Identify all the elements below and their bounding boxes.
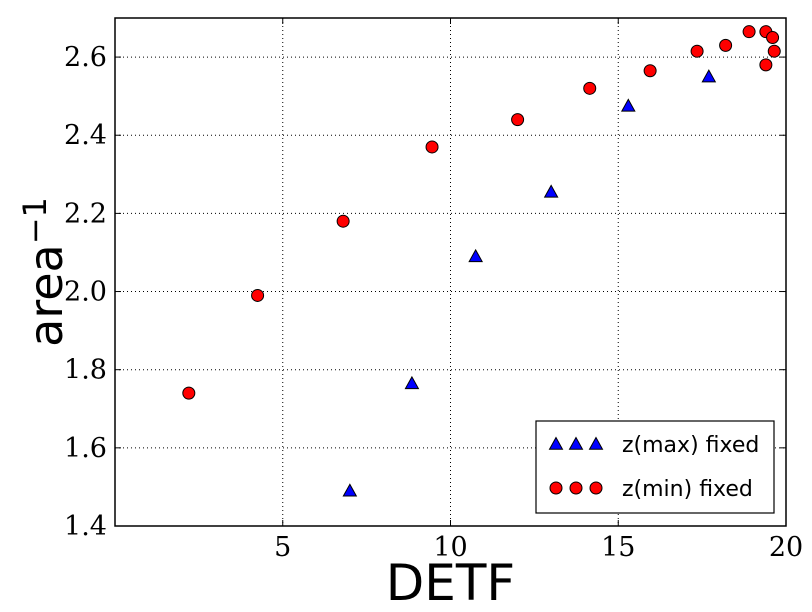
data-point-circle (251, 288, 265, 302)
legend-entry-circle: z(min) fixed (549, 477, 753, 502)
x-tick-label: 20 (769, 532, 803, 563)
legend-entry-triangle: z(max) fixed (548, 433, 759, 458)
legend-marker-circle (569, 481, 583, 495)
y-axis-label-exponent: −1 (16, 197, 54, 244)
data-point-circle (766, 31, 780, 45)
y-tick-label: 2.4 (64, 120, 107, 151)
data-point-circle (643, 64, 657, 78)
x-axis-label: DETF (386, 554, 515, 612)
y-tick-label: 2.2 (64, 198, 107, 229)
data-point-triangle (701, 69, 717, 83)
y-tick-label: 2.6 (64, 42, 107, 73)
data-point-circle (182, 386, 196, 400)
x-tick-label: 15 (601, 532, 635, 563)
x-tick-label: 5 (274, 532, 291, 563)
data-point-circle (719, 38, 733, 52)
axis-ticks: 5 10 15 20 1.4 1.6 1.8 2.0 2.2 2.4 2.6 (64, 18, 803, 563)
legend: z(max) fixed z(min) fixed (535, 420, 775, 514)
legend-marker-triangle (548, 436, 564, 450)
series-triangle (342, 69, 717, 497)
data-point-circle (511, 113, 525, 127)
legend-label: z(min) fixed (622, 477, 753, 502)
legend-marker-circle (549, 481, 563, 495)
data-point-triangle (404, 375, 420, 390)
data-point-triangle (543, 184, 559, 198)
y-tick-label: 1.8 (64, 355, 107, 386)
data-point-circle (336, 214, 350, 228)
legend-marker-triangle (588, 436, 604, 450)
y-axis-label: area−1 (16, 197, 73, 347)
data-point-triangle (620, 98, 636, 112)
data-point-circle (583, 81, 597, 95)
data-point-circle (767, 44, 781, 58)
data-point-circle (742, 25, 756, 39)
legend-box (535, 420, 775, 514)
data-point-triangle (342, 483, 358, 497)
y-tick-label: 1.4 (64, 511, 107, 542)
y-tick-label: 2.0 (64, 277, 107, 308)
x-tick-label: 10 (433, 532, 467, 563)
data-marks (182, 25, 781, 497)
legend-entries: z(max) fixed z(min) fixed (548, 433, 759, 502)
legend-marker-circle (589, 481, 603, 495)
legend-marker-triangle (568, 436, 584, 450)
data-point-circle (425, 140, 439, 154)
y-tick-label: 1.6 (64, 433, 107, 464)
legend-label: z(max) fixed (622, 433, 759, 458)
data-point-triangle (468, 248, 484, 263)
data-point-circle (759, 58, 773, 72)
data-point-circle (690, 44, 704, 58)
series-circle (182, 25, 781, 400)
y-axis-label-base: area (19, 244, 73, 347)
